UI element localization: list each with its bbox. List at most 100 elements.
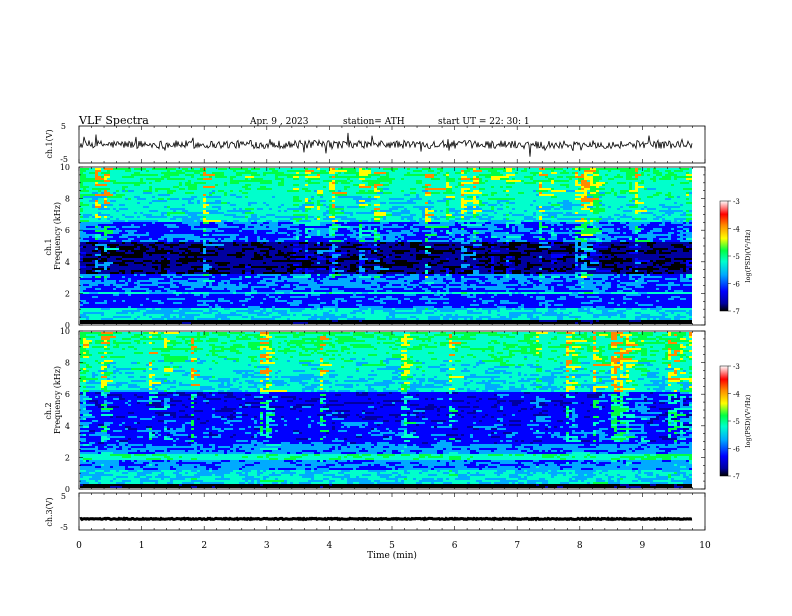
- spectrogram-cell: [185, 250, 188, 252]
- spectrogram-cell: [101, 172, 110, 174]
- spectrogram-cell: [557, 206, 560, 208]
- spectrogram-cell: [122, 242, 125, 244]
- spectrogram-cell: [431, 184, 443, 186]
- spectrogram-cell: [329, 188, 335, 190]
- spectrogram-cell: [485, 168, 494, 170]
- spectrogram-cell: [530, 240, 533, 242]
- spectrogram-cell: [305, 208, 311, 210]
- spectrogram-cell: [503, 186, 506, 188]
- spectrogram-cell: [392, 212, 398, 214]
- spectrogram-cell: [359, 168, 362, 170]
- spectrogram-cell: [191, 184, 197, 186]
- spectrogram-cell: [158, 186, 170, 188]
- spectrogram-cell: [314, 184, 320, 186]
- spectrogram-cell: [587, 238, 590, 240]
- spectrogram-cell: [278, 176, 287, 178]
- spectrogram-cell: [518, 182, 521, 184]
- spectrogram-cell: [197, 214, 206, 216]
- spectrogram-cell: [563, 182, 569, 184]
- spectrogram-cell: [230, 182, 233, 184]
- spectrogram-cell: [239, 170, 245, 172]
- spectrogram-cell: [335, 190, 338, 192]
- spectrogram-cell: [458, 234, 461, 236]
- spectrogram-cell: [89, 246, 98, 248]
- spectrogram-cell: [596, 236, 602, 238]
- spectrogram-cell: [410, 176, 416, 178]
- spectrogram-cell: [689, 190, 692, 192]
- spectrogram-cell: [497, 172, 500, 174]
- spectrogram-cell: [206, 168, 209, 170]
- spectrogram-cell: [347, 234, 350, 236]
- spectrogram-cell: [422, 242, 428, 244]
- spectrogram-cell: [611, 188, 614, 190]
- spectrogram-cell: [254, 224, 260, 226]
- spectrogram-cell: [548, 174, 554, 176]
- spectrogram-cell: [506, 190, 509, 192]
- spectrogram-cell: [479, 206, 485, 208]
- spectrogram-cell: [254, 252, 257, 254]
- spectrogram-cell: [245, 222, 251, 224]
- spectrogram-cell: [590, 204, 593, 206]
- spectrogram-cell: [446, 202, 449, 204]
- spectrogram-cell: [215, 224, 218, 226]
- spectrogram-cell: [332, 234, 335, 236]
- spectrogram-cell: [206, 198, 209, 200]
- spectrogram-cell: [143, 184, 155, 186]
- spectrogram-cell: [119, 248, 134, 250]
- spectrogram-cell: [503, 222, 506, 224]
- spectrogram-cell: [164, 194, 170, 196]
- spectrogram-cell: [536, 174, 539, 176]
- spectrogram-cell: [194, 182, 206, 184]
- spectrogram-cell: [470, 252, 473, 254]
- spectrogram-cell: [344, 244, 353, 246]
- spectrogram-cell: [662, 222, 665, 224]
- spectrogram-cell: [236, 238, 239, 240]
- spectrogram-cell: [581, 224, 587, 226]
- spectrogram-cell: [266, 168, 269, 170]
- spectrogram-cell: [146, 240, 152, 242]
- spectrogram-cell: [419, 234, 425, 236]
- spectrogram-cell: [419, 200, 428, 202]
- spectrogram-cell: [218, 252, 221, 254]
- spectrogram-cell: [395, 168, 398, 170]
- spectrogram-cell: [257, 232, 260, 234]
- spectrogram-cell: [533, 238, 536, 240]
- spectrogram-cell: [359, 228, 362, 230]
- spectrogram-cell: [566, 186, 569, 188]
- spectrogram-cell: [605, 206, 608, 208]
- spectrogram-cell: [224, 212, 242, 214]
- spectrogram-cell: [536, 252, 548, 254]
- spectrogram-cell: [521, 236, 524, 238]
- spectrogram-cell: [572, 220, 575, 222]
- spectrogram-cell: [362, 244, 368, 246]
- spectrogram-cell: [404, 180, 410, 182]
- spectrogram-cell: [395, 244, 398, 246]
- spectrogram-cell: [287, 246, 293, 248]
- spectrogram-cell: [245, 206, 248, 208]
- spectrogram-cell: [548, 186, 554, 188]
- spectrogram-cell: [215, 250, 224, 252]
- spectrogram-cell: [113, 182, 116, 184]
- spectrogram-cell: [140, 206, 143, 208]
- spectrogram-cell: [659, 170, 662, 172]
- spectrogram-cell: [365, 210, 368, 212]
- spectrogram-cell: [221, 186, 224, 188]
- spectrogram-cell: [305, 236, 311, 238]
- spectrogram-cell: [191, 196, 197, 198]
- spectrogram-cell: [677, 178, 683, 180]
- spectrogram-cell: [131, 230, 134, 232]
- spectrogram-cell: [464, 238, 470, 240]
- spectrogram-cell: [641, 224, 644, 226]
- spectrogram-cell: [134, 206, 137, 208]
- spectrogram-cell: [680, 196, 689, 198]
- spectrogram-cell: [653, 200, 665, 202]
- spectrogram-cell: [167, 226, 173, 228]
- spectrogram-cell: [605, 196, 611, 198]
- spectrogram-cell: [116, 218, 119, 220]
- spectrogram-cell: [659, 176, 662, 178]
- spectrogram-cell: [563, 242, 566, 244]
- spectrogram-cell: [476, 188, 479, 190]
- spectrogram-cell: [650, 228, 653, 230]
- spectrogram-cell: [275, 182, 278, 184]
- spectrogram-cell: [623, 244, 629, 246]
